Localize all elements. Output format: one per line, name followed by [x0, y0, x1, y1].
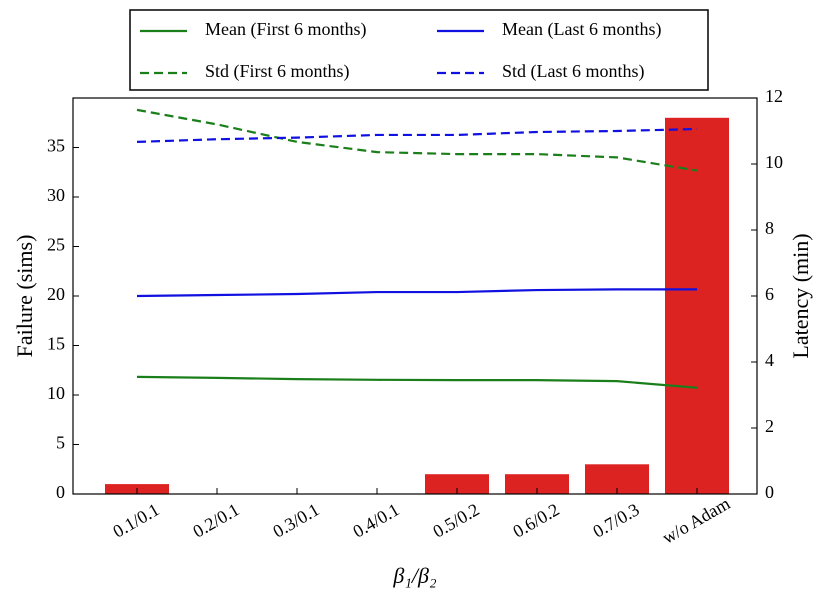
y-tick-label: 25: [47, 235, 65, 255]
x-tick-label: 0.4/0.1: [349, 499, 402, 541]
x-tick-label: w/o Adam: [659, 493, 734, 548]
y-tick-label: 30: [47, 185, 65, 205]
bar: [425, 474, 489, 494]
y2-axis-label: Latency (min): [788, 233, 813, 358]
y-tick-label: 15: [47, 334, 65, 354]
y2-tick-label: 0: [765, 482, 774, 502]
bar: [665, 117, 729, 495]
legend-label: Std (Last 6 months): [502, 61, 645, 82]
bar: [505, 474, 569, 494]
y2-tick-label: 8: [765, 218, 774, 238]
legend-label: Std (First 6 months): [205, 61, 350, 82]
x-tick-label: 0.5/0.2: [429, 499, 482, 541]
x-tick-label: 0.7/0.3: [589, 499, 642, 541]
y-tick-label: 5: [56, 433, 65, 453]
x-axis-label: β₁/β₂: [392, 563, 437, 588]
y2-tick-label: 4: [765, 350, 774, 370]
line: [136, 108, 698, 172]
legend-label: Mean (First 6 months): [205, 19, 367, 40]
y-axis-label: Failure (sims): [12, 235, 37, 358]
x-tick-label: 0.6/0.2: [509, 499, 562, 541]
y-tick-label: 10: [47, 383, 65, 403]
y-tick-label: 20: [47, 284, 65, 304]
x-tick-label: 0.3/0.1: [269, 499, 322, 541]
line: [136, 288, 697, 298]
x-tick-label: 0.2/0.1: [189, 499, 242, 541]
legend-label: Mean (Last 6 months): [502, 19, 661, 40]
legend-box: [129, 9, 709, 91]
line: [136, 375, 698, 389]
y2-tick-label: 12: [765, 86, 783, 106]
y-tick-label: 35: [47, 136, 65, 156]
y2-tick-label: 2: [765, 416, 774, 436]
y2-tick-label: 10: [765, 152, 783, 172]
y2-tick-label: 6: [765, 284, 774, 304]
line: [136, 127, 698, 143]
y-tick-label: 0: [56, 482, 65, 502]
x-tick-label: 0.1/0.1: [109, 499, 162, 541]
